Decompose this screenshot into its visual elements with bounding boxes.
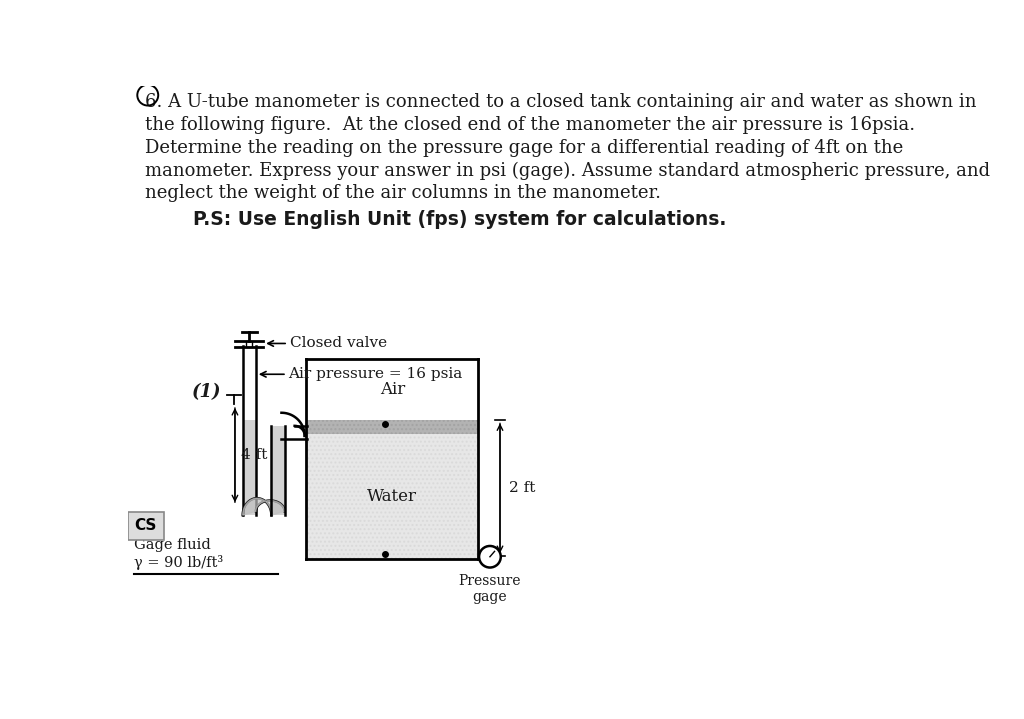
Text: (1): (1) [191,383,221,401]
Text: Water: Water [368,487,417,505]
Text: Air: Air [380,381,404,398]
Text: 4 ft: 4 ft [241,448,267,462]
Text: neglect the weight of the air columns in the manometer.: neglect the weight of the air columns in… [145,184,662,202]
FancyBboxPatch shape [128,512,164,540]
Text: 6. A U-tube manometer is connected to a closed tank containing air and water as : 6. A U-tube manometer is connected to a … [145,93,977,111]
Text: γ = 90 lb/ft³: γ = 90 lb/ft³ [134,555,223,570]
Text: CS: CS [134,518,157,533]
Text: 2 ft: 2 ft [509,481,536,495]
Text: Determine the reading on the pressure gage for a differential reading of 4ft on : Determine the reading on the pressure ga… [145,139,903,157]
Text: Closed valve: Closed valve [290,336,387,350]
Text: Gage fluid: Gage fluid [134,539,211,552]
Bar [246,341,252,347]
Circle shape [479,546,501,567]
Text: the following figure.  At the closed end of the manometer the air pressure is 16: the following figure. At the closed end … [145,116,915,134]
Text: Pressure
gage: Pressure gage [459,574,521,604]
Text: manometer. Express your answer in psi (gage). Assume standard atmospheric pressu: manometer. Express your answer in psi (g… [145,161,990,180]
Polygon shape [243,498,285,516]
Text: Air pressure = 16 psia: Air pressure = 16 psia [289,367,463,381]
Text: P.S: Use English Unit (fps) system for calculations.: P.S: Use English Unit (fps) system for c… [167,210,726,229]
